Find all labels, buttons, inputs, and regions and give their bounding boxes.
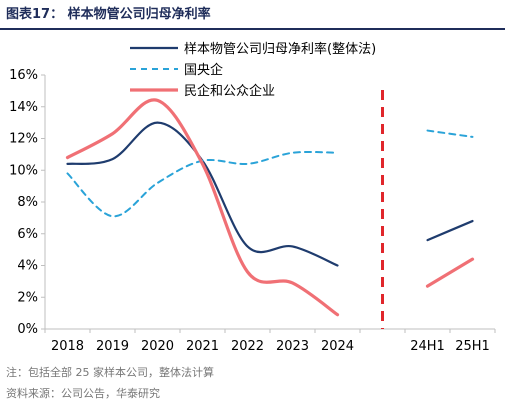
y-tick-label: 16%: [9, 68, 38, 83]
x-tick-label: 2023: [276, 339, 309, 354]
y-tick-label: 6%: [17, 227, 38, 242]
series-lines: [65, 98, 475, 317]
y-tick-label: 10%: [9, 163, 38, 178]
series-line-2: [426, 129, 474, 138]
y-tick-label: 4%: [17, 259, 38, 274]
y-tick-label: 2%: [17, 290, 38, 305]
x-tick-label: 24H1: [410, 339, 445, 354]
legend-label-2: 国央企: [184, 62, 223, 78]
series-line-1: [66, 121, 339, 267]
series-line-3: [425, 257, 475, 288]
x-tick-label: 2022: [231, 339, 264, 354]
line-chart: 0% 2% 4% 6% 8% 10% 12% 14% 16% 2018 2019 2020 2021 20…: [9, 41, 496, 354]
y-tick-label: 0%: [17, 322, 38, 337]
x-tick-label: 25H1: [455, 339, 490, 354]
x-tick-label: 2020: [141, 339, 174, 354]
chart-title: 图表17： 样本物管公司归母净利率: [6, 7, 211, 22]
series-line-3: [65, 98, 340, 317]
footnote-note: 注：包括全部 25 家样本公司，整体法计算: [6, 366, 214, 379]
y-tick-label: 12%: [9, 132, 38, 147]
title-divider: [0, 28, 505, 30]
footnote-source: 资料来源：公司公告，华泰研究: [6, 387, 160, 400]
x-tick-label: 2021: [186, 339, 219, 354]
axes: 0% 2% 4% 6% 8% 10% 12% 14% 16% 2018 2019 2020 2021 20…: [9, 68, 496, 354]
x-tick-label: 2018: [51, 339, 84, 354]
x-tick-label: 2024: [321, 339, 354, 354]
legend-label-3: 民企和公众企业: [184, 83, 275, 99]
x-tick-label: 2019: [96, 339, 129, 354]
y-tick-label: 8%: [17, 195, 38, 210]
legend-label-1: 样本物管公司归母净利率(整体法): [184, 41, 376, 57]
series-line-1: [426, 219, 474, 242]
y-tick-label: 14%: [9, 100, 38, 115]
